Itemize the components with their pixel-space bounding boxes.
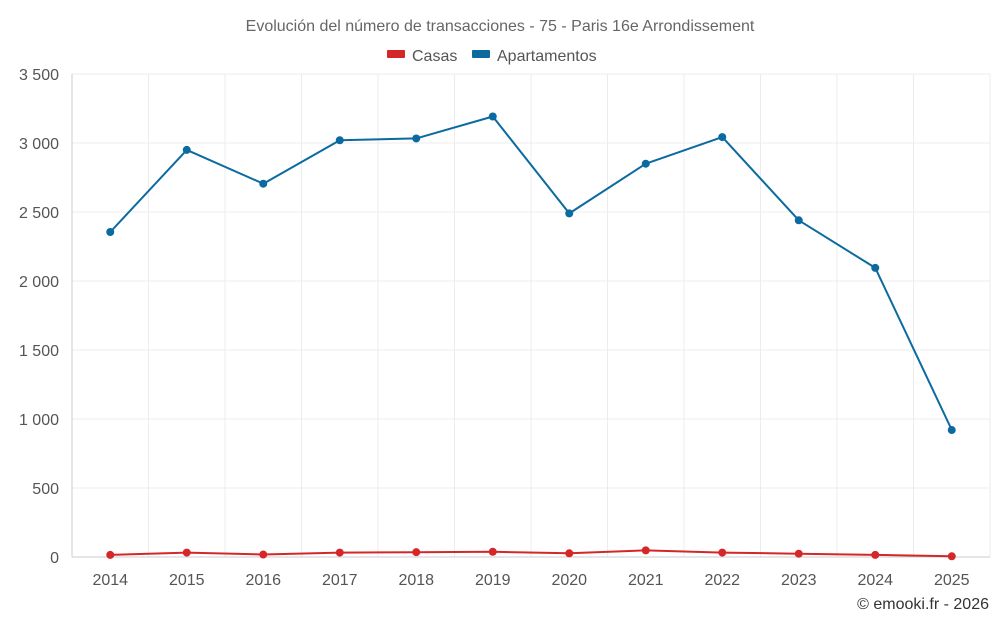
- y-tick-label: 2 500: [19, 205, 59, 222]
- data-point-apartamentos[interactable]: [871, 263, 880, 272]
- legend: Casas Apartamentos: [387, 48, 597, 65]
- x-tick-label: 2018: [398, 572, 434, 589]
- data-point-apartamentos[interactable]: [947, 426, 956, 435]
- series: [106, 112, 956, 561]
- x-tick-label: 2023: [781, 572, 817, 589]
- data-point-casas[interactable]: [641, 546, 650, 555]
- data-point-apartamentos[interactable]: [182, 145, 191, 154]
- y-tick-label: 0: [50, 550, 59, 567]
- data-point-casas[interactable]: [718, 548, 727, 557]
- y-tick-label: 3 500: [19, 67, 59, 84]
- data-point-apartamentos[interactable]: [488, 112, 497, 121]
- y-tick-label: 3 000: [19, 136, 59, 153]
- x-tick-label: 2015: [169, 572, 205, 589]
- data-point-apartamentos[interactable]: [412, 134, 421, 143]
- data-point-casas[interactable]: [947, 552, 956, 561]
- data-point-apartamentos[interactable]: [259, 179, 268, 188]
- x-tick-label: 2021: [628, 572, 664, 589]
- data-point-apartamentos[interactable]: [335, 136, 344, 145]
- data-point-casas[interactable]: [259, 550, 268, 559]
- data-point-casas[interactable]: [335, 548, 344, 557]
- y-tick-label: 1 500: [19, 343, 59, 360]
- y-tick-label: 500: [32, 481, 59, 498]
- legend-swatch-apartamentos: [472, 50, 490, 58]
- data-point-apartamentos[interactable]: [794, 216, 803, 225]
- data-point-casas[interactable]: [412, 548, 421, 557]
- y-tick-label: 2 000: [19, 274, 59, 291]
- x-tick-label: 2022: [704, 572, 740, 589]
- legend-label-casas: Casas: [412, 48, 457, 65]
- data-point-apartamentos[interactable]: [565, 209, 574, 218]
- chart-credit: © emooki.fr - 2026: [857, 596, 989, 613]
- data-point-casas[interactable]: [871, 550, 880, 559]
- series-line-casas: [110, 549, 952, 558]
- chart-title: Evolución del número de transacciones - …: [246, 18, 755, 35]
- legend-item-apartamentos[interactable]: Apartamentos: [472, 48, 597, 65]
- data-point-apartamentos[interactable]: [641, 159, 650, 168]
- data-point-apartamentos[interactable]: [718, 133, 727, 142]
- x-tick-label: 2020: [551, 572, 587, 589]
- x-tick-label: 2017: [322, 572, 358, 589]
- series-line-apartamentos: [109, 115, 953, 431]
- x-tick-label: 2025: [934, 572, 970, 589]
- y-tick-label: 1 000: [19, 412, 59, 429]
- series-apartamentos: [106, 112, 956, 435]
- series-casas: [106, 546, 956, 561]
- data-point-casas[interactable]: [106, 550, 115, 559]
- data-point-casas[interactable]: [794, 549, 803, 558]
- axes: 0 500 1 000 1 500 2 000 2 500 3 000 3 500 2014 20…: [19, 67, 990, 589]
- data-point-casas[interactable]: [565, 549, 574, 558]
- legend-swatch-casas: [387, 50, 405, 58]
- x-tick-label: 2024: [857, 572, 893, 589]
- legend-label-apartamentos: Apartamentos: [497, 48, 597, 65]
- data-point-casas[interactable]: [182, 548, 191, 557]
- x-tick-label: 2019: [475, 572, 511, 589]
- grid: [71, 73, 991, 557]
- data-point-casas[interactable]: [488, 547, 497, 556]
- legend-item-casas[interactable]: Casas: [387, 48, 457, 65]
- data-point-apartamentos[interactable]: [106, 228, 115, 237]
- x-tick-label: 2014: [92, 572, 128, 589]
- x-tick-label: 2016: [245, 572, 281, 589]
